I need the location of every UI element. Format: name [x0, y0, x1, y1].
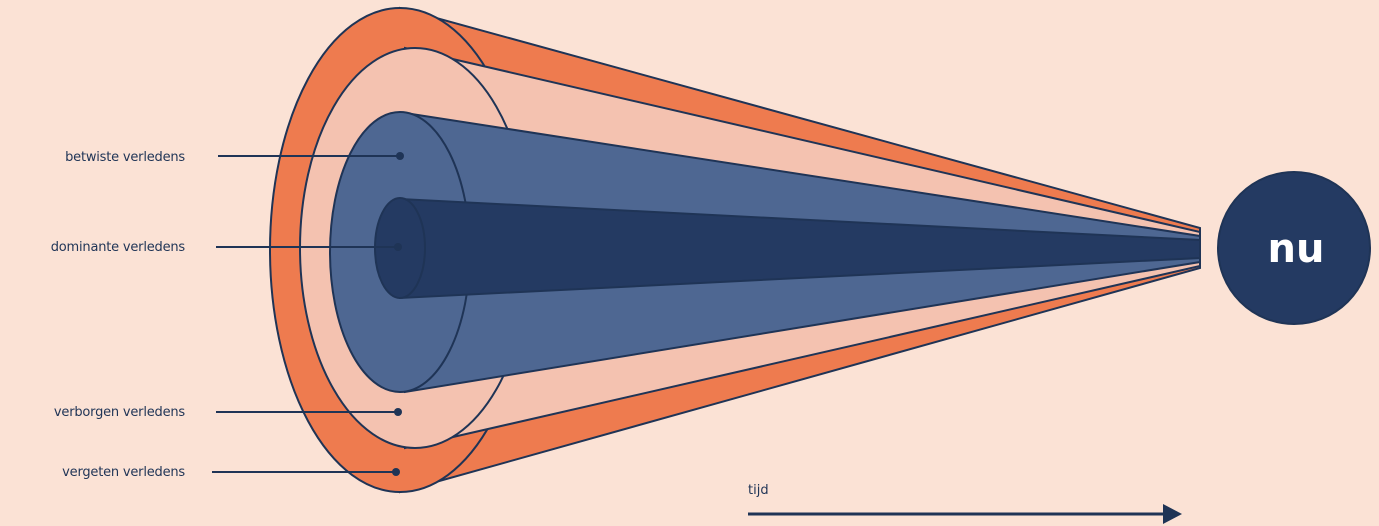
time-arrow: tijd	[748, 483, 1182, 524]
label-verborgen: verborgen verledens	[54, 405, 186, 420]
label-dominante: dominante verledens	[51, 240, 186, 255]
leader-betwiste	[218, 152, 404, 160]
label-betwiste: betwiste verledens	[65, 150, 185, 165]
arrowhead-icon	[1163, 504, 1182, 524]
label-vergeten: vergeten verledens	[62, 465, 185, 480]
leader-verborgen	[216, 408, 402, 416]
leader-vergeten	[212, 468, 400, 476]
now-circle: nu	[1217, 171, 1371, 325]
time-label: tijd	[748, 483, 769, 498]
now-label: nu	[1268, 226, 1325, 272]
leader-dominante	[216, 243, 402, 251]
